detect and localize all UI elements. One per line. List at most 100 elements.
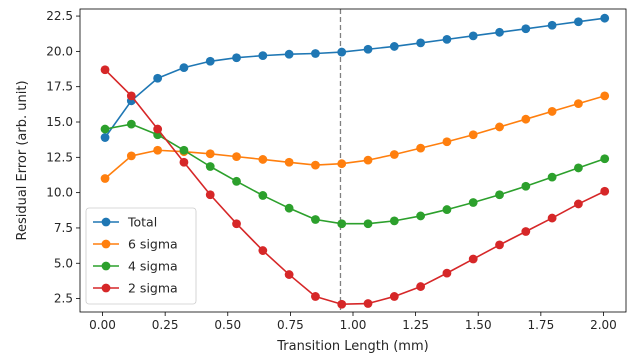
x-tick-label: 0.00 — [89, 318, 116, 332]
data-point-4-sigma — [205, 162, 215, 171]
legend-label: Total — [127, 215, 157, 230]
data-point-6-sigma — [205, 149, 215, 159]
data-point-total — [389, 42, 399, 51]
data-point-2-sigma — [442, 268, 452, 278]
data-point-total — [153, 73, 163, 83]
legend-swatch-marker — [101, 217, 111, 227]
data-point-total — [337, 47, 347, 57]
data-point-total — [442, 34, 452, 44]
data-point-2-sigma — [100, 65, 110, 75]
y-tick-label: 17.5 — [46, 80, 73, 94]
legend-swatch-marker — [101, 261, 111, 271]
data-point-2-sigma — [547, 213, 557, 223]
data-point-4-sigma — [337, 219, 347, 229]
series-2-sigma — [100, 65, 610, 309]
y-tick-label: 7.5 — [54, 221, 73, 235]
data-point-2-sigma — [416, 282, 426, 291]
data-point-4-sigma — [100, 124, 110, 134]
data-point-2-sigma — [179, 157, 189, 167]
data-point-total — [574, 17, 583, 27]
legend-item-total: Total — [93, 215, 157, 230]
data-point-4-sigma — [284, 203, 294, 213]
data-point-total — [468, 31, 478, 41]
data-point-2-sigma — [232, 219, 241, 229]
data-point-total — [547, 20, 557, 30]
legend-box — [85, 207, 197, 305]
data-point-total — [100, 133, 110, 142]
data-point-total — [363, 44, 373, 54]
data-point-total — [495, 27, 504, 37]
series-layer — [100, 13, 610, 309]
x-axis-ticks: 0.00 0.25 0.50 0.75 1.00 1.25 1.50 1.75 2.00 — [89, 312, 617, 332]
data-point-2-sigma — [468, 254, 478, 264]
data-point-4-sigma — [600, 154, 610, 164]
x-tick-label: 1.25 — [402, 318, 429, 332]
data-point-4-sigma — [363, 219, 373, 229]
legend-swatch-marker — [101, 239, 111, 249]
data-point-total — [600, 13, 610, 23]
data-point-4-sigma — [442, 205, 452, 214]
legend-item-6-sigma: 6 sigma — [93, 237, 178, 252]
data-point-4-sigma — [495, 190, 504, 200]
legend-swatch-marker — [101, 283, 111, 293]
x-tick-label: 0.75 — [277, 318, 304, 332]
data-point-2-sigma — [363, 299, 373, 308]
data-point-6-sigma — [495, 122, 504, 132]
data-point-6-sigma — [574, 99, 583, 109]
data-point-total — [284, 49, 294, 59]
data-point-2-sigma — [521, 227, 531, 236]
data-point-total — [179, 63, 189, 73]
y-tick-label: 22.5 — [46, 9, 73, 23]
data-point-6-sigma — [232, 152, 241, 162]
legend: Total 6 sigma 4 sigma 2 sigma — [85, 207, 197, 305]
data-point-2-sigma — [126, 91, 136, 101]
data-point-6-sigma — [153, 145, 163, 155]
y-axis-ticks: 2.5 5.0 7.5 10.0 12.5 15.0 17.5 20.0 22.5 — [46, 9, 80, 306]
x-tick-label: 1.00 — [340, 318, 367, 332]
legend-item-4-sigma: 4 sigma — [93, 259, 178, 274]
data-point-total — [521, 24, 531, 34]
data-point-total — [232, 53, 241, 63]
series-line-total — [104, 17, 605, 139]
x-tick-label: 0.50 — [214, 318, 241, 332]
y-tick-label: 12.5 — [46, 150, 73, 164]
legend-label: 4 sigma — [128, 259, 178, 274]
data-point-2-sigma — [337, 299, 347, 309]
data-point-4-sigma — [232, 176, 241, 186]
data-point-6-sigma — [600, 91, 610, 101]
data-point-4-sigma — [521, 181, 531, 191]
series-line-4-sigma — [104, 123, 605, 225]
data-point-4-sigma — [389, 216, 399, 226]
data-point-4-sigma — [179, 145, 189, 155]
data-point-6-sigma — [100, 174, 110, 183]
data-point-2-sigma — [284, 270, 294, 279]
data-point-2-sigma — [258, 246, 268, 255]
data-point-4-sigma — [311, 215, 320, 224]
series-line-2-sigma — [104, 69, 606, 306]
x-tick-label: 0.25 — [152, 318, 179, 332]
data-point-2-sigma — [495, 240, 504, 250]
data-point-6-sigma — [416, 143, 426, 153]
data-point-2-sigma — [600, 186, 610, 196]
data-point-6-sigma — [468, 130, 478, 140]
data-point-2-sigma — [153, 124, 163, 134]
data-point-4-sigma — [574, 163, 583, 173]
data-point-2-sigma — [311, 292, 320, 301]
data-point-total — [258, 51, 268, 61]
x-axis-label: Transition Length (mm) — [276, 339, 428, 354]
legend-label: 6 sigma — [128, 237, 178, 252]
data-point-6-sigma — [258, 155, 268, 164]
data-point-6-sigma — [311, 160, 320, 170]
data-point-6-sigma — [442, 137, 452, 147]
data-point-total — [205, 56, 215, 66]
x-tick-label: 2.00 — [590, 318, 617, 332]
data-point-2-sigma — [389, 292, 399, 301]
data-point-2-sigma — [205, 190, 215, 200]
y-tick-label: 15.0 — [46, 115, 73, 129]
legend-item-2-sigma: 2 sigma — [93, 281, 178, 296]
data-point-4-sigma — [258, 191, 268, 200]
data-point-6-sigma — [126, 151, 136, 161]
x-tick-label: 1.50 — [465, 318, 492, 332]
data-point-2-sigma — [574, 199, 583, 209]
data-point-4-sigma — [547, 172, 557, 182]
